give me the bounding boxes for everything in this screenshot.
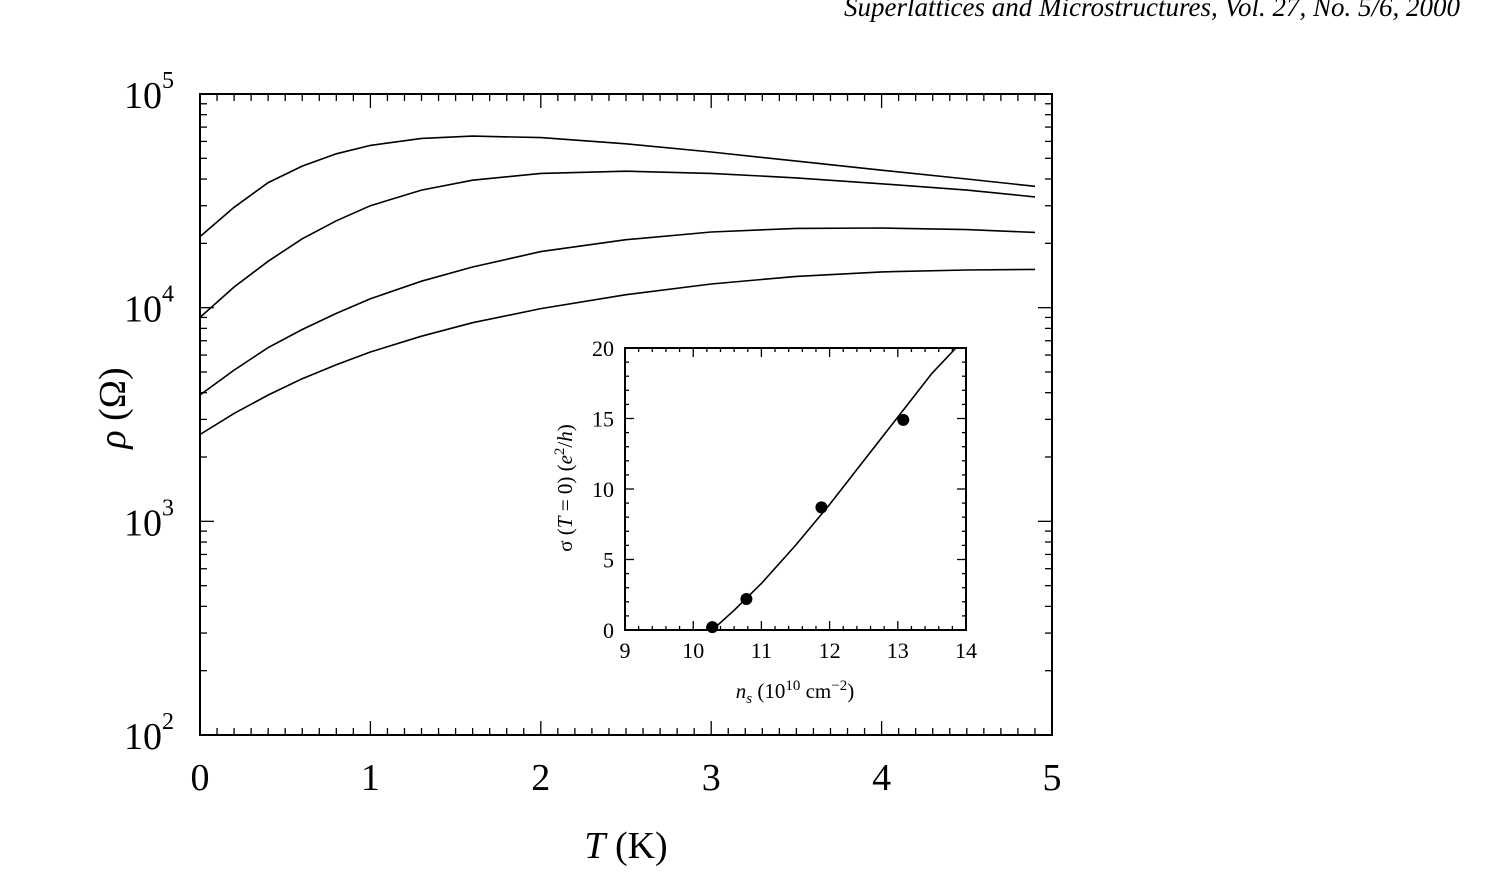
main-series-line-2 xyxy=(199,170,1036,318)
inset-data-point xyxy=(706,621,719,634)
main-curves xyxy=(199,135,1036,436)
inset-y-tick-label: 20 xyxy=(592,336,614,361)
main-x-tick-label: 4 xyxy=(872,757,891,799)
main-y-tick-label: 105 xyxy=(124,68,174,117)
main-y-tick-labels: 102 103 104 105 xyxy=(124,68,174,758)
main-x-tick-label: 5 xyxy=(1043,757,1062,799)
inset-y-tick-labels: 0 5 10 15 20 xyxy=(592,336,614,643)
main-y-tick-label: 104 xyxy=(124,282,174,331)
inset-data-point xyxy=(897,413,910,426)
inset-x-axis-label: ns (1010 cm−2) xyxy=(736,678,854,707)
main-x-axis-label: T (K) xyxy=(584,825,667,867)
inset-y-tick-label: 0 xyxy=(603,618,614,643)
inset-x-tick-label: 12 xyxy=(819,638,841,663)
inset-y-tick-label: 5 xyxy=(603,548,614,573)
journal-header: Superlattices and Microstructures, Vol. … xyxy=(844,0,1460,22)
inset-x-tick-label: 13 xyxy=(887,638,909,663)
main-x-tick-label: 2 xyxy=(531,757,550,799)
main-minor-ticks xyxy=(200,94,1052,735)
inset-y-axis-label: σ (T = 0) (e2/h) xyxy=(552,424,577,552)
inset-background xyxy=(625,348,966,630)
main-series-line-3 xyxy=(199,227,1036,396)
inset-data-point xyxy=(740,592,753,605)
inset-data-point xyxy=(815,501,828,514)
inset-x-tick-labels: 9 10 11 12 13 14 xyxy=(620,638,978,663)
main-plot-frame xyxy=(199,93,1053,736)
main-y-tick-label: 102 xyxy=(124,709,174,758)
inset-x-tick-label: 9 xyxy=(620,638,631,663)
inset-y-tick-label: 15 xyxy=(592,407,614,432)
main-y-axis-label: ρ (Ω) xyxy=(92,367,134,449)
main-series-line-1 xyxy=(199,135,1036,238)
main-x-tick-label: 3 xyxy=(702,757,721,799)
inset-plot: 9 10 11 12 13 14 0 5 10 15 20 ns (1010 cm−2) σ (T… xyxy=(552,336,977,707)
main-x-tick-label: 0 xyxy=(191,757,210,799)
main-x-tick-label: 1 xyxy=(361,757,380,799)
main-series-line-4 xyxy=(199,268,1036,436)
main-y-tick-label: 103 xyxy=(124,495,174,544)
inset-x-tick-label: 10 xyxy=(682,638,704,663)
inset-frame xyxy=(624,347,967,631)
inset-y-tick-label: 10 xyxy=(592,477,614,502)
main-x-tick-labels: 0 1 2 3 4 5 xyxy=(191,757,1062,799)
inset-x-tick-label: 14 xyxy=(955,638,977,663)
inset-x-tick-label: 11 xyxy=(751,638,772,663)
